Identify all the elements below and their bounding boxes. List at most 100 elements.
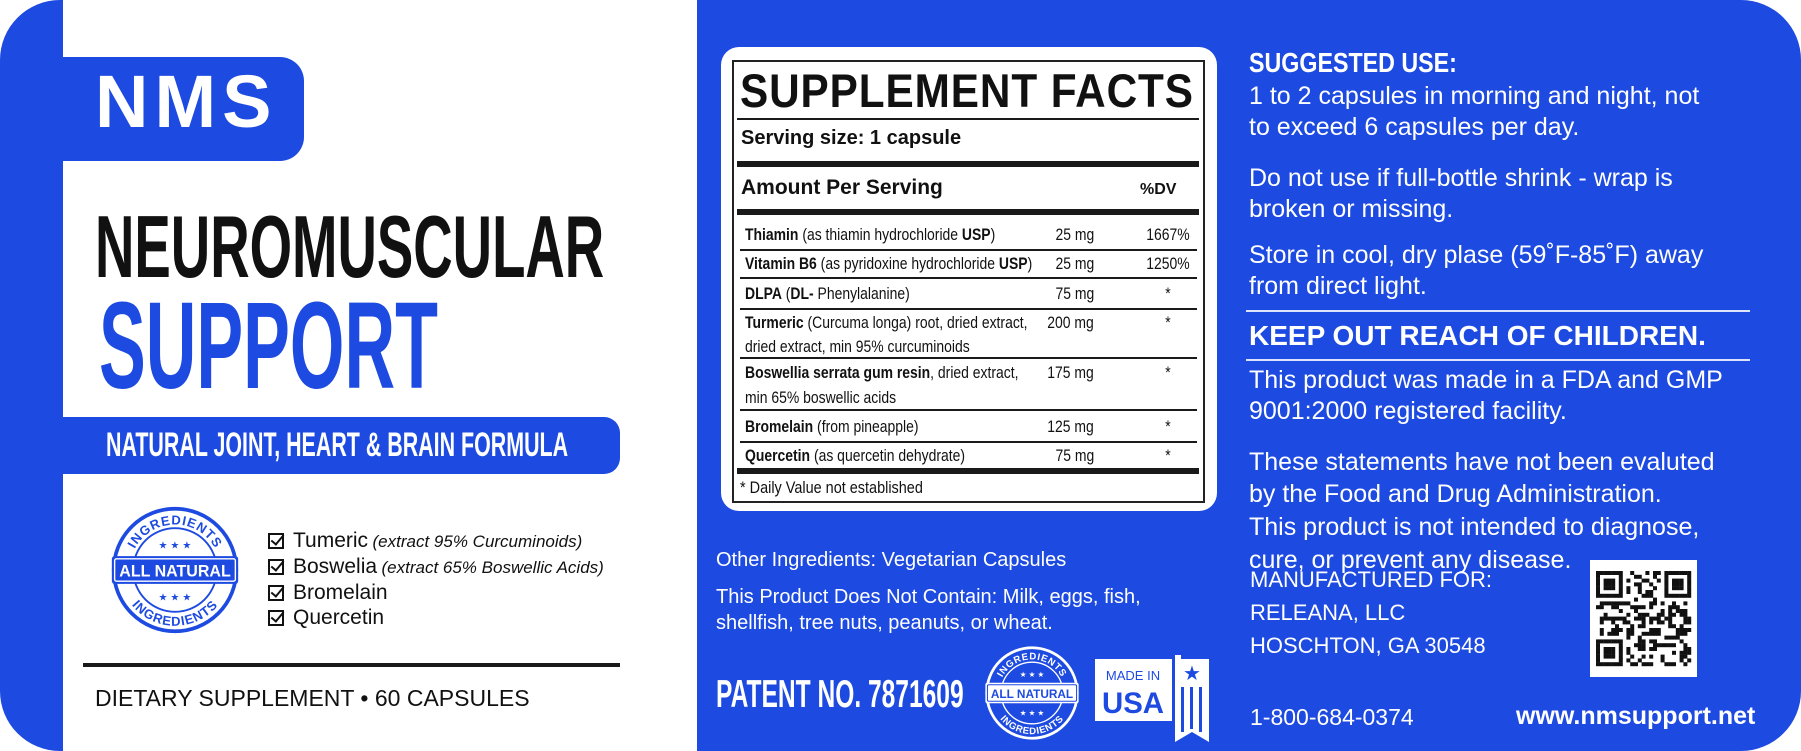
storage-line: Store in cool, dry plase (59˚F-85˚F) awa… <box>1249 241 1704 269</box>
qr-module <box>1649 662 1654 667</box>
qr-module <box>1660 643 1665 648</box>
qr-module <box>1687 620 1692 625</box>
facts-title: SUPPLEMENT FACTS <box>740 64 1194 117</box>
star-icon: ★ <box>1183 663 1201 685</box>
qr-module <box>1630 571 1635 575</box>
disclaimer-line: These statements have not been evaluted <box>1249 448 1715 476</box>
qr-module <box>1683 647 1688 651</box>
qr-module <box>1618 590 1623 594</box>
qr-module <box>1672 635 1676 640</box>
qr-module <box>1687 571 1692 575</box>
qr-module <box>1656 620 1661 625</box>
qr-module <box>1618 650 1623 655</box>
left-brand-bar <box>0 0 63 751</box>
nutrient-amount: 25 mg <box>1055 254 1094 273</box>
website-link[interactable]: www.nmsupport.net <box>1516 702 1756 730</box>
ingredient-note: (extract 65% Boswellic Acids) <box>381 558 604 577</box>
nutrient-name-segment: Bromelain <box>745 417 814 436</box>
qr-module <box>1672 624 1676 629</box>
qr-module <box>1641 620 1646 625</box>
manufacturer-line: HOSCHTON, GA 30548 <box>1250 633 1486 658</box>
nutrient-name-segment: Thiamin <box>745 225 799 244</box>
nutrient-name: Vitamin B6 (as pyridoxine hydrochloride … <box>745 255 1032 272</box>
qr-module <box>1683 571 1688 575</box>
qr-module <box>1637 582 1642 587</box>
manufacturer-line: MANUFACTURED FOR: <box>1250 567 1492 592</box>
qr-module <box>1622 601 1627 606</box>
qr-module <box>1611 639 1616 644</box>
qr-module <box>1630 654 1635 659</box>
qr-module <box>1615 631 1619 636</box>
amount-header: Amount Per Serving <box>741 176 943 199</box>
suggested-use-heading-wrap: SUGGESTED USE: <box>1249 49 1499 77</box>
qr-module <box>1660 620 1665 625</box>
qr-module <box>1649 631 1654 636</box>
qr-module <box>1618 574 1623 579</box>
divider <box>1246 359 1750 361</box>
qr-module <box>1618 593 1623 598</box>
qr-module <box>1618 586 1623 591</box>
nutrient-name-segment: (as pyridoxine hydrochloride <box>816 254 999 273</box>
ingredient-item: Quercetin <box>268 607 384 628</box>
qr-module <box>1630 631 1635 636</box>
qr-module <box>1596 650 1600 655</box>
qr-module <box>1596 662 1600 667</box>
nutrient-name-segment: (as quercetin dehydrate) <box>810 446 966 465</box>
qr-module <box>1645 631 1650 636</box>
qr-module <box>1641 631 1646 636</box>
nutrient-daily-value: * <box>1165 363 1171 382</box>
nutrient-amount: 25 mg <box>1055 225 1094 244</box>
qr-module <box>1683 628 1688 632</box>
shrink-wrap-line: broken or missing. <box>1249 195 1454 223</box>
qr-module <box>1679 582 1684 587</box>
qr-module <box>1637 586 1642 591</box>
checkbox-checked-icon <box>268 584 284 601</box>
tagline: NATURAL JOINT, HEART & BRAIN FORMULA <box>106 426 569 464</box>
qr-module <box>1672 578 1676 583</box>
qr-module <box>1664 574 1669 579</box>
qr-module <box>1668 616 1673 621</box>
qr-module <box>1675 605 1680 610</box>
facts-row-divider <box>740 441 1197 443</box>
qr-module <box>1656 612 1661 617</box>
qr-module <box>1660 658 1665 663</box>
facts-rule <box>737 118 1199 120</box>
qr-module <box>1626 647 1631 651</box>
qr-module <box>1626 620 1631 625</box>
qr-module <box>1599 601 1604 606</box>
qr-module <box>1683 654 1688 659</box>
qr-module <box>1618 616 1623 621</box>
qr-module <box>1618 643 1623 648</box>
qr-module <box>1668 605 1673 610</box>
qr-code[interactable] <box>1590 560 1697 677</box>
qr-module <box>1634 574 1638 579</box>
nutrient-amount: 175 mg <box>1047 363 1094 382</box>
qr-module <box>1683 609 1688 613</box>
nutrient-name-segment: Phenylalanine) <box>813 284 910 303</box>
qr-module <box>1618 647 1623 651</box>
qr-module <box>1649 601 1654 606</box>
qr-module <box>1637 590 1642 594</box>
qr-module <box>1599 605 1604 610</box>
patent-number: PATENT NO. 7871609 <box>716 673 964 716</box>
qr-module <box>1653 647 1657 651</box>
qr-module <box>1611 647 1616 651</box>
qr-module <box>1668 635 1673 640</box>
nutrient-name-segment: USP <box>961 225 991 244</box>
qr-module <box>1637 639 1642 644</box>
divider <box>1246 310 1750 312</box>
divider <box>83 663 620 667</box>
qr-module <box>1660 601 1665 606</box>
phone-number[interactable]: 1-800-684-0374 <box>1250 704 1414 730</box>
nutrient-detail: dried extract, min 95% curcuminoids <box>745 337 970 356</box>
qr-module <box>1672 643 1676 648</box>
qr-module <box>1664 635 1669 640</box>
qr-module <box>1607 582 1612 587</box>
qr-module <box>1626 590 1631 594</box>
qr-module <box>1603 601 1608 606</box>
qr-module <box>1683 601 1688 606</box>
nutrient-name-segment: Turmeric <box>745 313 804 332</box>
qr-module <box>1664 593 1669 598</box>
nutrient-daily-value: * <box>1165 417 1171 436</box>
qr-module <box>1615 616 1619 621</box>
